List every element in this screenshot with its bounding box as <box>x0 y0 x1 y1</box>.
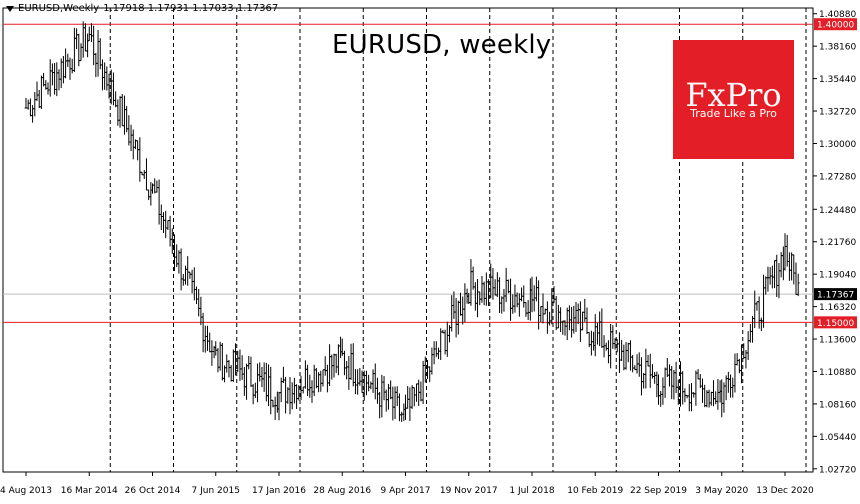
x-tick-label: 13 Dec 2020 <box>756 486 814 496</box>
y-tick-label: 1.21760 <box>819 238 856 248</box>
current-price-label: 1.17367 <box>817 291 854 301</box>
y-tick-label: 1.40880 <box>819 10 856 20</box>
current-price-box <box>814 288 857 301</box>
y-tick-label: 1.35440 <box>819 75 856 85</box>
x-tick-label: 28 Aug 2016 <box>313 486 371 496</box>
symbol-label: EURUSD,Weekly <box>18 3 100 14</box>
dropdown-triangle-icon[interactable] <box>6 5 14 12</box>
x-tick-label: 7 Jun 2015 <box>192 486 240 496</box>
level-label-box <box>814 18 857 31</box>
y-tick-label: 1.19040 <box>819 271 856 281</box>
chart-header: EURUSD,Weekly 1.17918 1.17931 1.17033 1.… <box>6 3 278 14</box>
level-label-box <box>814 316 857 329</box>
fxpro-logo: FxPro Trade Like a Pro <box>673 40 794 159</box>
x-tick-label: 9 Apr 2017 <box>381 486 431 496</box>
y-tick-label: 1.10880 <box>819 368 856 378</box>
y-tick-label: 1.27280 <box>819 172 856 182</box>
x-tick-label: 16 Mar 2014 <box>61 486 118 496</box>
y-tick-label: 1.24480 <box>819 206 856 216</box>
y-tick-label: 1.30000 <box>819 140 856 150</box>
x-tick-label: 4 Aug 2013 <box>0 486 52 496</box>
y-tick-label: 1.08160 <box>819 400 856 410</box>
ohlc-values: 1.17918 1.17931 1.17033 1.17367 <box>103 3 279 14</box>
x-tick-label: 10 Feb 2019 <box>567 486 623 496</box>
x-tick-label: 1 Jul 2018 <box>509 486 554 496</box>
y-tick-label: 1.05440 <box>819 433 856 443</box>
y-tick-label: 1.16320 <box>819 303 856 313</box>
y-tick-label: 1.13600 <box>819 336 856 346</box>
logo-slogan: Trade Like a Pro <box>690 107 777 120</box>
plot-frame <box>2 7 814 473</box>
x-tick-label: 3 May 2020 <box>695 486 748 496</box>
y-tick-label: 1.38160 <box>819 43 856 53</box>
y-tick-label: 1.02720 <box>819 465 856 475</box>
level-label: 1.15000 <box>817 319 854 329</box>
x-tick-label: 22 Sep 2019 <box>630 486 687 496</box>
x-tick-label: 26 Oct 2014 <box>125 486 181 496</box>
y-tick-label: 1.32720 <box>819 108 856 118</box>
level-label: 1.40000 <box>817 21 854 31</box>
chart-title: EURUSD, weekly <box>332 30 552 60</box>
logo-name: FxPro <box>685 76 782 114</box>
x-tick-label: 17 Jan 2016 <box>252 486 306 496</box>
x-tick-label: 19 Nov 2017 <box>440 486 498 496</box>
